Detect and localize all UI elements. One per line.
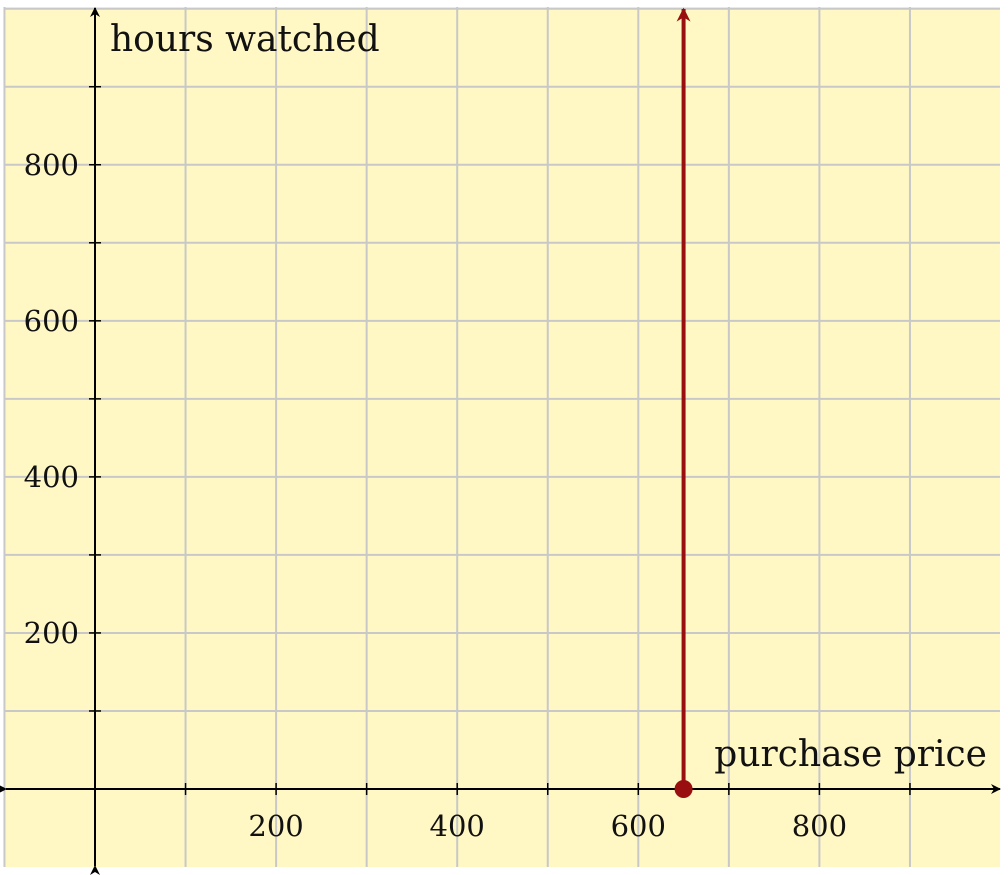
x-tick-label: 600 (611, 809, 666, 843)
x-tick-label: 400 (430, 809, 485, 843)
ticks: 200 400 600 800 200 400 600 800 (24, 148, 847, 843)
x-axis-title: purchase price (714, 734, 987, 775)
x-tick-label: 800 (792, 809, 847, 843)
axes (0, 7, 1001, 875)
y-tick-label: 400 (24, 460, 79, 494)
y-tick-label: 600 (24, 304, 79, 338)
plot-background (4, 7, 1000, 867)
grid (3, 7, 1000, 867)
x-tick-label: 200 (248, 809, 303, 843)
y-axis-title: hours watched (110, 19, 380, 60)
series-start-point (674, 780, 693, 798)
series (674, 7, 693, 798)
y-tick-label: 200 (24, 616, 79, 650)
y-tick-label: 800 (24, 148, 79, 182)
